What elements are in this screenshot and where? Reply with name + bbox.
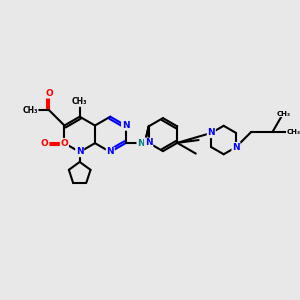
Text: N: N [232, 143, 240, 152]
Text: CH₃: CH₃ [72, 97, 87, 106]
Text: N: N [208, 128, 215, 137]
Text: CH₃: CH₃ [22, 106, 38, 115]
Text: N: N [145, 138, 152, 147]
Text: N: N [106, 148, 114, 157]
Text: O: O [45, 89, 53, 98]
Text: CH₃: CH₃ [276, 111, 290, 117]
Text: CH₃: CH₃ [287, 129, 300, 135]
Text: NH: NH [137, 139, 152, 148]
Text: O: O [61, 139, 68, 148]
Text: N: N [76, 148, 83, 157]
Text: O: O [41, 139, 49, 148]
Text: N: N [122, 121, 129, 130]
